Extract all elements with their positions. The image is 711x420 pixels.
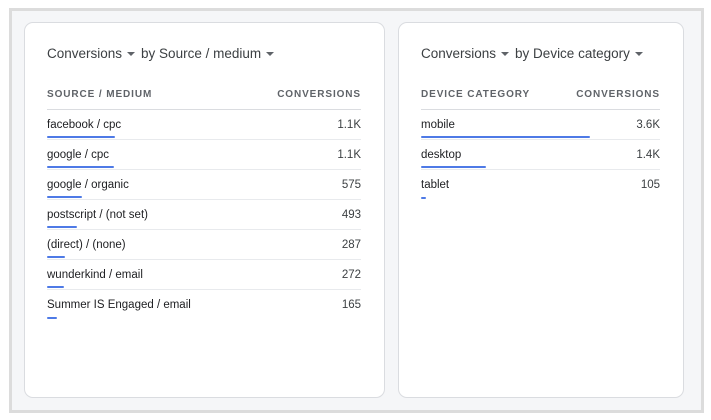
metric-dropdown-label: Conversions bbox=[47, 46, 123, 61]
card-title: Conversions by Device category bbox=[421, 46, 643, 61]
row-bar bbox=[47, 317, 57, 319]
dimension-dropdown-label: by Device category bbox=[515, 46, 630, 61]
row-value: 1.1K bbox=[337, 119, 361, 131]
table-row[interactable]: Summer IS Engaged / email 165 bbox=[47, 290, 361, 320]
row-label: postscript / (not set) bbox=[47, 209, 148, 221]
column-header-conversions: CONVERSIONS bbox=[576, 89, 660, 100]
row-value: 272 bbox=[341, 269, 361, 281]
row-bar bbox=[47, 196, 82, 198]
table-row[interactable]: (direct) / (none) 287 bbox=[47, 230, 361, 260]
device-category-table: DEVICE CATEGORY CONVERSIONS mobile 3.6K … bbox=[421, 87, 660, 200]
row-bar bbox=[47, 286, 64, 288]
row-value: 1.1K bbox=[337, 149, 361, 161]
conversions-by-source-medium-card: Conversions by Source / medium SOURCE / … bbox=[24, 22, 385, 398]
row-value: 3.6K bbox=[636, 119, 660, 131]
metric-dropdown-label: Conversions bbox=[421, 46, 497, 61]
row-label: tablet bbox=[421, 179, 450, 191]
row-value: 105 bbox=[640, 179, 660, 191]
row-bar bbox=[47, 226, 77, 228]
table-row[interactable]: postscript / (not set) 493 bbox=[47, 200, 361, 230]
row-value: 1.4K bbox=[636, 149, 660, 161]
row-bar bbox=[421, 197, 426, 199]
row-label: facebook / cpc bbox=[47, 119, 122, 131]
row-value: 575 bbox=[341, 179, 361, 191]
row-bar bbox=[421, 166, 486, 168]
conversions-by-device-category-card: Conversions by Device category DEVICE CA… bbox=[398, 22, 684, 398]
row-label: Summer IS Engaged / email bbox=[47, 299, 191, 311]
card-title: Conversions by Source / medium bbox=[47, 46, 275, 61]
caret-down-icon bbox=[127, 52, 136, 56]
caret-down-icon bbox=[634, 52, 643, 56]
source-medium-table: SOURCE / MEDIUM CONVERSIONS facebook / c… bbox=[47, 87, 361, 320]
row-label: google / organic bbox=[47, 179, 129, 191]
caret-down-icon bbox=[501, 52, 510, 56]
row-label: mobile bbox=[421, 119, 455, 131]
table-row[interactable]: facebook / cpc 1.1K bbox=[47, 110, 361, 140]
table-row[interactable]: desktop 1.4K bbox=[421, 140, 660, 170]
dimension-dropdown[interactable]: by Device category bbox=[515, 46, 643, 61]
row-label: (direct) / (none) bbox=[47, 239, 126, 251]
caret-down-icon bbox=[266, 52, 275, 56]
table-row[interactable]: mobile 3.6K bbox=[421, 110, 660, 140]
row-value: 493 bbox=[341, 209, 361, 221]
table-header: DEVICE CATEGORY CONVERSIONS bbox=[421, 87, 660, 110]
table-header: SOURCE / MEDIUM CONVERSIONS bbox=[47, 87, 361, 110]
row-value: 287 bbox=[341, 239, 361, 251]
table-row[interactable]: tablet 105 bbox=[421, 170, 660, 200]
dimension-dropdown-label: by Source / medium bbox=[141, 46, 262, 61]
metric-dropdown[interactable]: Conversions bbox=[421, 46, 510, 61]
row-bar bbox=[47, 256, 65, 258]
dimension-dropdown[interactable]: by Source / medium bbox=[141, 46, 275, 61]
row-bar bbox=[47, 166, 114, 168]
metric-dropdown[interactable]: Conversions bbox=[47, 46, 136, 61]
table-row[interactable]: google / organic 575 bbox=[47, 170, 361, 200]
row-label: wunderkind / email bbox=[47, 269, 143, 281]
row-label: desktop bbox=[421, 149, 462, 161]
row-value: 165 bbox=[341, 299, 361, 311]
report-frame: Conversions by Source / medium SOURCE / … bbox=[9, 8, 704, 413]
column-header-conversions: CONVERSIONS bbox=[277, 89, 361, 100]
table-row[interactable]: wunderkind / email 272 bbox=[47, 260, 361, 290]
row-label: google / cpc bbox=[47, 149, 110, 161]
row-bar bbox=[421, 136, 590, 138]
column-header-source-medium: SOURCE / MEDIUM bbox=[47, 89, 153, 100]
row-bar bbox=[47, 136, 115, 138]
table-row[interactable]: google / cpc 1.1K bbox=[47, 140, 361, 170]
column-header-device-category: DEVICE CATEGORY bbox=[421, 89, 531, 100]
